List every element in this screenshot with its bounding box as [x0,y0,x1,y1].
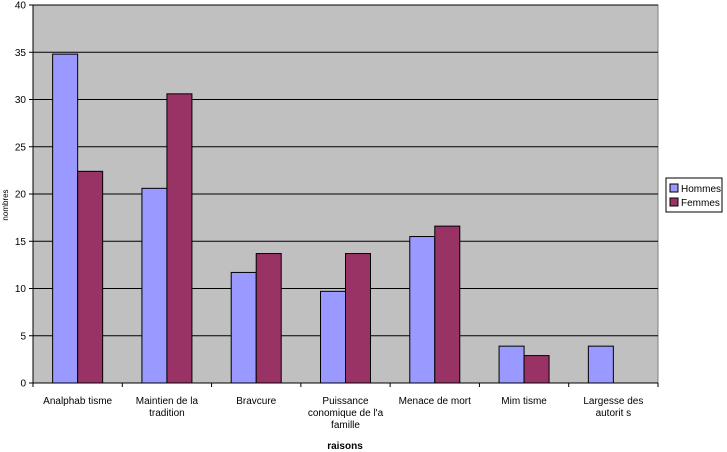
bar-hommes-1 [141,187,168,384]
y-tick-label: 25 [15,142,27,153]
bar-hommes-0 [52,53,79,384]
axes [32,5,659,387]
y-tick-label: 20 [15,190,27,201]
bar-hommes-6 [587,345,614,384]
y-tick-label: 5 [20,331,26,342]
bar-hommes-5 [498,345,525,384]
bar-femmes-0 [77,170,104,384]
y-axis-title: nombres [1,189,10,220]
y-tick-label: 10 [15,284,27,295]
bar-femmes-5 [523,355,550,384]
bar-hommes-4 [409,236,436,384]
bar-femmes-2 [255,253,282,384]
bar-femmes-3 [345,253,371,384]
y-tick-label: 35 [15,48,27,59]
x-category-label: Menace de mort [399,396,471,407]
legend-label-hommes: Hommes [681,184,721,195]
x-category-labels: Analphab tisme Maintien de la tradition Bra… [43,396,643,431]
y-tick-label: 15 [15,237,27,248]
x-category-label: Maintien de la tradition [136,396,199,419]
bar-hommes-2 [230,271,257,384]
y-tick-label: 30 [15,95,27,106]
y-tick-labels: 0 5 10 15 20 25 30 35 40 [15,1,27,390]
legend-swatch-hommes [669,183,679,193]
legend-label-femmes: Femmes [681,198,720,209]
y-tick-label: 40 [15,1,27,12]
legend: Hommes Femmes [665,177,723,213]
gridlines [29,4,658,384]
bars [52,53,614,384]
bar-hommes-3 [320,290,346,384]
bar-femmes-1 [166,93,193,384]
legend-swatch-femmes [669,197,679,207]
x-category-label: Analphab tisme [43,396,112,407]
x-category-label: Mim tisme [501,396,547,407]
y-tick-label: 0 [20,379,26,390]
bar-femmes-4 [434,225,461,384]
x-axis-title: raisons [327,441,363,452]
x-category-label: Puissance conomique de l'a famille [308,396,384,431]
x-category-label: Bravcure [236,396,276,407]
x-category-label: Largesse des autorit s [583,396,643,419]
